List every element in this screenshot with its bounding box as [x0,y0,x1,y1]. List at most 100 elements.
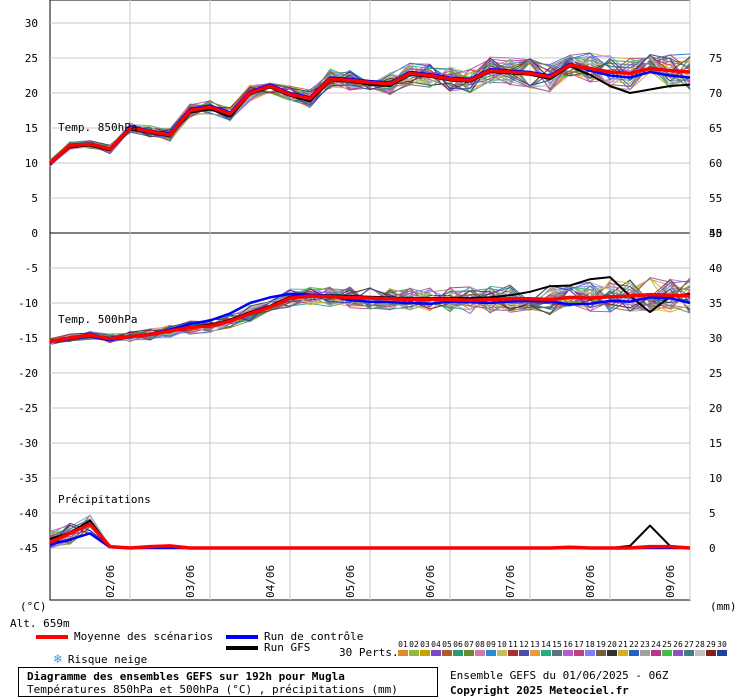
pert-number: 25 [662,640,672,649]
y-tick-label-right: 70 [709,87,722,100]
pert-swatch [662,650,672,656]
panel-label: Précipitations [58,493,151,506]
pert-number: 02 [409,640,419,649]
y-tick-label-right: 5 [709,507,716,520]
pert-number: 22 [629,640,639,649]
pert-number: 20 [607,640,617,649]
pert-number: 26 [673,640,683,649]
pert-number: 04 [431,640,441,649]
legend-mean: Moyenne des scénarios [36,630,213,643]
pert-number: 15 [552,640,562,649]
y-tick-label-right: 0 [709,542,716,555]
x-tick-label: 09/06 [664,565,677,598]
x-tick-label: 06/06 [424,565,437,598]
pert-swatch [673,650,683,656]
y-tick-label-left: -45 [18,542,38,555]
pert-number: 18 [585,640,595,649]
pert-swatch [563,650,573,656]
pert-number: 09 [486,640,496,649]
pert-swatch [629,650,639,656]
pert-number: 23 [640,640,650,649]
pert-number: 30 [717,640,727,649]
x-tick-label: 05/06 [344,565,357,598]
snowflake-icon: ❄ [54,652,62,667]
pert-swatch [442,650,452,656]
pert-number: 28 [695,640,705,649]
pert-number: 24 [651,640,661,649]
y-tick-label-right: 65 [709,122,722,135]
title-box: Diagramme des ensembles GEFS sur 192h po… [18,667,438,697]
pert-swatch [497,650,507,656]
y-tick-label-right: 75 [709,52,722,65]
pert-number: 01 [398,640,408,649]
chart-subtitle: Températures 850hPa et 500hPa (°C) , pré… [27,683,398,696]
pert-swatch [453,650,463,656]
pert-number: 05 [442,640,452,649]
y-tick-label-right: 60 [709,157,722,170]
legend-control-label: Run de contrôle [264,630,364,643]
perts-label: 30 Perts. [339,646,399,659]
pert-swatch [530,650,540,656]
pert-number: 07 [464,640,474,649]
y-tick-label-left: 25 [25,52,38,65]
pert-number: 27 [684,640,694,649]
legend-gfs-swatch [226,646,258,650]
pert-swatch [618,650,628,656]
right-axis-unit: (mm) [710,600,737,613]
y-tick-label-right: 40 [709,262,722,275]
pert-swatch [640,650,650,656]
y-tick-label-right: 25 [709,367,722,380]
y-tick-label-left: -5 [25,262,38,275]
x-tick-label: 04/06 [264,565,277,598]
pert-number: 03 [420,640,430,649]
legend-snow-label: Risque neige [67,653,148,666]
legend-control-swatch [226,635,258,639]
pert-swatch [552,650,562,656]
axis-labels-layer: 302520151050-5-10-15-20-25-30-35-40-4575… [18,17,736,613]
pert-swatch [519,650,529,656]
pert-swatch [508,650,518,656]
pert-swatch [574,650,584,656]
pert-number: 14 [541,640,551,649]
pert-swatch [695,650,705,656]
x-tick-label: 08/06 [584,565,597,598]
x-tick-label: 02/06 [104,565,117,598]
panel-label: Temp. 500hPa [58,313,137,326]
panel-label: Temp. 850hPa [58,121,137,134]
series-line-moyenne-des-sc-narios [49,292,691,344]
y-tick-label-right: 50 [709,227,722,240]
pert-swatch [596,650,606,656]
y-tick-label-left: -35 [18,472,38,485]
y-tick-label-left: 15 [25,122,38,135]
y-tick-label-left: -30 [18,437,38,450]
y-tick-label-left: -40 [18,507,38,520]
pert-number: 11 [508,640,518,649]
pert-swatch [684,650,694,656]
series-line-moyenne-des-sc-narios [49,522,691,550]
legend-snow: ❄ Risque neige [54,652,147,667]
altitude-label: Alt. 659m [10,617,70,630]
legend-mean-swatch [36,635,68,639]
pert-number: 10 [497,640,507,649]
y-tick-label-right: 35 [709,297,722,310]
pert-swatch [585,650,595,656]
x-tick-label: 07/06 [504,565,517,598]
legend-control: Run de contrôle [226,630,363,643]
pert-swatch [486,650,496,656]
y-tick-label-right: 20 [709,402,722,415]
y-tick-label-right: 45 [709,227,722,240]
pert-swatch [706,650,716,656]
x-tick-label: 03/06 [184,565,197,598]
y-tick-label-left: -10 [18,297,38,310]
y-tick-label-left: 30 [25,17,38,30]
y-tick-label-left: -15 [18,332,38,345]
chart-title: Diagramme des ensembles GEFS sur 192h po… [27,670,345,683]
pert-swatch [607,650,617,656]
series-layer [48,62,691,550]
copyright: Copyright 2025 Meteociel.fr [450,684,629,697]
pert-number: 19 [596,640,606,649]
pert-number: 17 [574,640,584,649]
y-tick-label-left: 20 [25,87,38,100]
pert-number: 08 [475,640,485,649]
pert-swatch [409,650,419,656]
